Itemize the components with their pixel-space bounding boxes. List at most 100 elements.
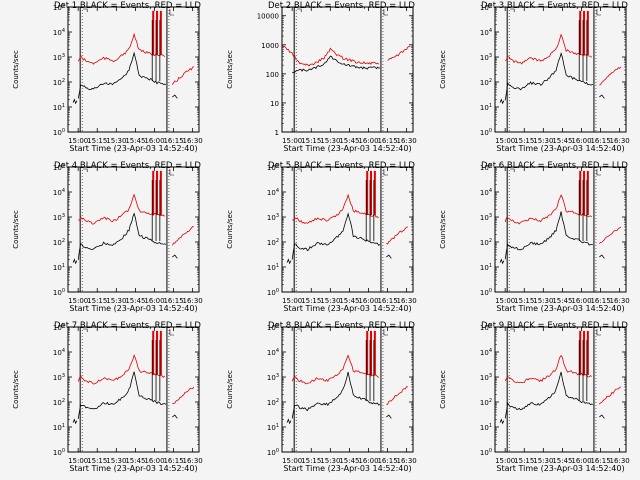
y-axis-label: Counts/sec <box>226 50 234 89</box>
y-tick-label: 105 <box>53 163 65 172</box>
chart-panel-det-6: Det 6 BLACK = Events, RED = LLD 100 101 102… <box>439 161 630 313</box>
plot-frame <box>494 6 627 133</box>
x-axis-label: Start Time (23-Apr-03 14:52:40) <box>496 464 624 473</box>
x-tick-label: 16:15 <box>377 457 397 465</box>
y-tick-label: 105 <box>267 163 279 172</box>
marker-flag <box>83 8 88 12</box>
y-tick-label: 10000 <box>257 13 279 21</box>
y-tick-label: 104 <box>267 348 279 357</box>
x-tick-label: 16:00 <box>358 457 378 465</box>
x-tick-label: 15:15 <box>514 297 534 305</box>
series-line-events <box>386 414 392 419</box>
marker-flag <box>83 168 88 172</box>
x-tick-label: 16:30 <box>397 137 417 145</box>
y-tick-label: 101 <box>480 263 492 272</box>
x-axis-label: Start Time (23-Apr-03 14:52:40) <box>283 304 411 313</box>
x-tick-label: 15:15 <box>514 137 534 145</box>
x-axis-label: Start Time (23-Apr-03 14:52:40) <box>496 144 624 153</box>
x-tick-label: 15:00 <box>495 457 515 465</box>
y-tick-label: 104 <box>480 348 492 357</box>
marker-flag <box>297 328 302 332</box>
y-tick-label: 104 <box>53 348 65 357</box>
series-line-lld <box>291 354 379 385</box>
series-line-events <box>286 418 292 425</box>
series-line-events <box>386 254 392 259</box>
x-tick-label: 15:30 <box>320 457 340 465</box>
x-axis-label: Start Time (23-Apr-03 14:52:40) <box>69 144 197 153</box>
x-tick-label: 16:30 <box>183 137 203 145</box>
plot-frame <box>494 166 627 293</box>
chart-title: Det 4 BLACK = Events, RED = LLD <box>54 161 201 171</box>
chart-title: Det 6 BLACK = Events, RED = LLD <box>481 161 628 171</box>
y-tick-label: 100 <box>480 128 492 137</box>
x-axis-label: Start Time (23-Apr-03 14:52:40) <box>283 464 411 473</box>
series-line-events <box>291 212 381 260</box>
series-line-lld <box>387 45 411 61</box>
marker-flag <box>510 328 515 332</box>
y-tick-label: 103 <box>267 213 279 222</box>
series-line-events <box>77 212 167 260</box>
marker-flag <box>510 8 515 12</box>
x-tick-label: 15:00 <box>495 137 515 145</box>
series-line-events <box>499 98 505 105</box>
y-tick-label: 101 <box>267 263 279 272</box>
plot-frame <box>281 326 414 453</box>
x-tick-label: 16:00 <box>144 297 164 305</box>
x-tick-label: 15:45 <box>552 457 572 465</box>
y-tick-label: 105 <box>480 163 492 172</box>
y-tick-label: 103 <box>480 53 492 62</box>
x-tick-label: 16:30 <box>610 457 630 465</box>
x-tick-label: 16:15 <box>163 457 183 465</box>
y-tick-label: 102 <box>53 238 65 247</box>
plot-frame <box>67 6 200 133</box>
x-tick-label: 15:45 <box>339 137 359 145</box>
x-tick-label: 15:30 <box>106 137 126 145</box>
x-tick-label: 16:30 <box>183 297 203 305</box>
y-axis-label: Counts/sec <box>12 210 20 249</box>
y-tick-label: 100 <box>53 448 65 457</box>
marker-flag <box>383 329 388 336</box>
y-tick-label: 1000 <box>261 42 279 50</box>
series-line-lld <box>504 194 592 225</box>
x-tick-label: 16:15 <box>377 137 397 145</box>
y-tick-label: 105 <box>53 323 65 332</box>
series-line-events <box>72 98 78 105</box>
y-tick-label: 102 <box>267 238 279 247</box>
x-tick-label: 15:15 <box>514 457 534 465</box>
y-tick-label: 101 <box>53 263 65 272</box>
y-tick-label: 100 <box>480 288 492 297</box>
y-axis-label: Counts/sec <box>439 50 447 89</box>
series-line-events <box>72 418 78 425</box>
x-tick-label: 15:15 <box>87 137 107 145</box>
y-axis-label: Counts/sec <box>12 50 20 89</box>
x-tick-label: 16:15 <box>163 297 183 305</box>
y-tick-label: 105 <box>53 3 65 12</box>
chart-title: Det 1 BLACK = Events, RED = LLD <box>54 1 201 11</box>
series-line-events <box>286 258 292 265</box>
marker-flag <box>596 329 601 336</box>
series-line-events <box>499 258 505 265</box>
y-tick-label: 100 <box>53 288 65 297</box>
y-tick-label: 104 <box>480 28 492 37</box>
chart-panel-det-3: Det 3 BLACK = Events, RED = LLD 100 101 102… <box>439 1 630 153</box>
x-tick-label: 15:30 <box>106 457 126 465</box>
marker-flag <box>383 9 388 16</box>
series-line-lld <box>281 44 380 67</box>
chart-title: Det 9 BLACK = Events, RED = LLD <box>481 321 628 331</box>
y-tick-label: 100 <box>267 448 279 457</box>
chart-title: Det 3 BLACK = Events, RED = LLD <box>481 1 628 11</box>
x-tick-label: 16:30 <box>610 297 630 305</box>
series-line-lld <box>77 32 165 65</box>
chart-panel-det-1: Det 1 BLACK = Events, RED = LLD 100 101 102… <box>12 1 203 153</box>
x-tick-label: 15:00 <box>68 137 88 145</box>
x-tick-label: 15:15 <box>301 297 321 305</box>
series-line-events <box>499 418 505 425</box>
y-tick-label: 100 <box>267 288 279 297</box>
x-axis-label: Start Time (23-Apr-03 14:52:40) <box>496 304 624 313</box>
x-tick-label: 15:00 <box>68 457 88 465</box>
x-tick-label: 15:45 <box>125 137 145 145</box>
series-line-events <box>172 94 178 99</box>
series-line-events <box>72 258 78 265</box>
x-tick-label: 15:45 <box>125 297 145 305</box>
